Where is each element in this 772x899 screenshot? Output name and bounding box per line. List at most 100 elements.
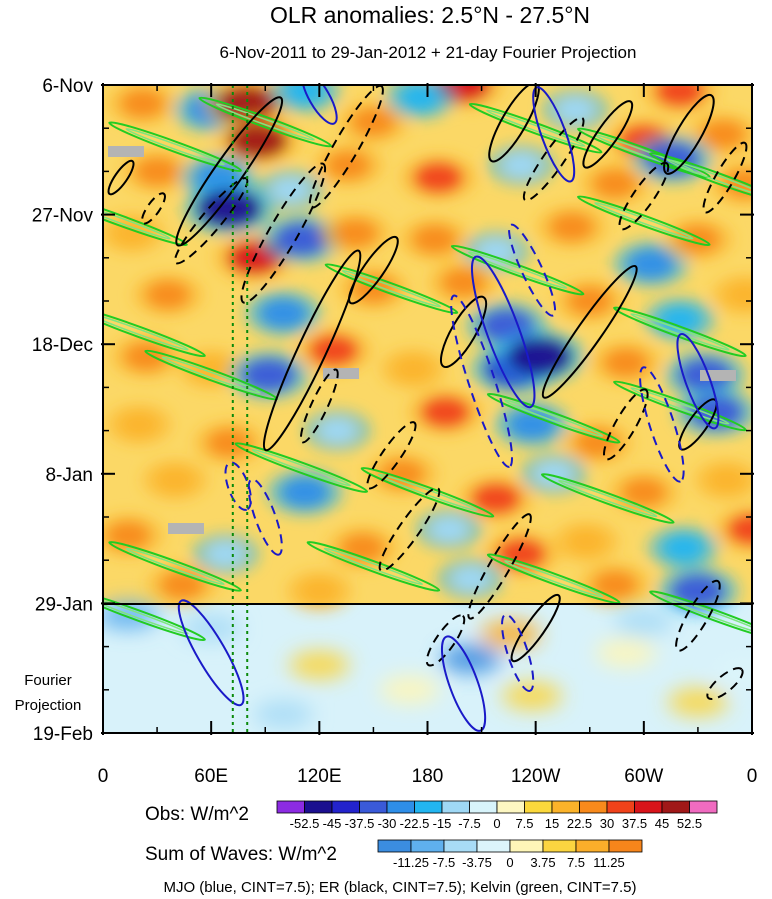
kelvin-contour-inner — [468, 251, 568, 289]
x-tick-label: 0 — [98, 766, 109, 787]
anomaly-cell — [471, 483, 521, 514]
anomaly-cell — [549, 212, 594, 241]
obs-colorbar-label: 45 — [655, 816, 669, 831]
anomaly-cell — [593, 169, 637, 198]
er-contour — [618, 161, 670, 231]
kelvin-contour-inner — [103, 597, 189, 635]
obs-colorbar-label: -7.5 — [458, 816, 480, 831]
obs-colorbar-label: 30 — [600, 816, 614, 831]
anomaly-cell — [271, 177, 310, 203]
mjo-contour — [301, 85, 338, 125]
reference-longitude-lines — [231, 85, 249, 733]
kelvin-contour-inner — [125, 128, 225, 166]
obs-colorbar-label: -22.5 — [400, 816, 430, 831]
er-contour — [706, 667, 744, 701]
waves-colorbar-swatch — [476, 839, 511, 853]
missing-data-patch — [323, 368, 359, 379]
anomaly-cell — [326, 151, 371, 180]
y-tick-label: 27-Nov — [32, 206, 94, 227]
er-contour — [663, 93, 715, 175]
anomaly-cell — [119, 411, 159, 438]
kelvin-contours — [103, 96, 752, 642]
x-tick-label: 180 — [412, 766, 444, 787]
projection-label-line-1: Fourier — [24, 672, 72, 689]
projection-cell — [714, 657, 752, 686]
chart-title: OLR anomalies: 2.5°N - 27.5°N — [270, 2, 590, 28]
kelvin-contour — [103, 195, 188, 247]
er-contour — [366, 421, 417, 490]
obs-colorbar-label: -37.5 — [345, 816, 375, 831]
anomaly-cell — [670, 574, 726, 608]
waves-colorbar-label: -3.75 — [462, 855, 492, 870]
obs-colorbar-label: 15 — [545, 816, 559, 831]
obs-colorbar-swatch — [661, 800, 690, 814]
er-contour — [425, 614, 466, 667]
missing-data-patch — [700, 370, 736, 381]
waves-colorbar-swatch — [443, 839, 478, 853]
projection-cell — [480, 620, 541, 649]
er-contours — [107, 85, 748, 701]
anomaly-cell — [124, 342, 169, 371]
x-tick-label: 60E — [194, 766, 228, 787]
anomaly-cell — [258, 297, 308, 329]
anomaly-cell — [340, 533, 385, 562]
kelvin-contour-inner — [323, 547, 424, 586]
kelvin-contour — [577, 127, 711, 179]
anomaly-cell — [228, 122, 288, 159]
er-contour — [541, 264, 638, 399]
waves-colorbar-title: Sum of Waves: W/m^2 — [145, 844, 337, 865]
y-tick-label: 29-Jan — [35, 594, 93, 615]
waves-colorbar-swatch — [542, 839, 577, 853]
waves-colorbar-swatch — [410, 839, 445, 853]
kelvin-contour-inner — [486, 109, 586, 147]
obs-colorbar-swatch — [551, 800, 580, 814]
er-contour — [582, 100, 634, 169]
obs-colorbar-swatch — [331, 800, 360, 814]
obs-colorbar-swatch — [524, 800, 553, 814]
kelvin-contour — [306, 540, 441, 592]
y-axis: 6-Nov 27-Nov 18-Dec 8-Jan 29-Jan 19-Feb — [32, 76, 754, 745]
projection-cell — [667, 688, 728, 717]
obs-colorbar-swatch — [304, 800, 333, 814]
er-contour — [299, 368, 339, 444]
mjo-contour — [440, 635, 487, 732]
obs-colorbar-swatch — [276, 800, 305, 814]
obs-colorbar-swatch — [414, 800, 443, 814]
anomaly-cell — [451, 566, 491, 592]
kelvin-contour — [360, 466, 495, 518]
mjo-contour — [177, 599, 245, 707]
mjo-contour — [450, 294, 514, 468]
kelvin-contour-inner — [161, 356, 261, 394]
missing-data-patch — [108, 146, 144, 157]
anomaly-cell — [207, 428, 252, 457]
er-contour — [467, 513, 532, 620]
obs-colorbar-swatch — [359, 800, 388, 814]
er-contour — [348, 235, 399, 305]
kelvin-contour — [108, 540, 242, 592]
anomaly-cell — [593, 570, 637, 599]
anomaly-cell — [707, 467, 747, 493]
anomaly-cell — [626, 248, 676, 280]
waves-colorbar: -11.25 -7.5 -3.75 0 3.75 7.5 11.25 — [377, 839, 643, 870]
er-contour — [522, 116, 585, 202]
obs-colorbar-label: -45 — [323, 816, 342, 831]
mjo-contour — [676, 333, 720, 430]
waves-colorbar-swatch — [575, 839, 610, 853]
obs-colorbar-swatch — [689, 800, 718, 814]
kelvin-contour — [540, 473, 675, 524]
kelvin-contour — [198, 96, 333, 148]
anomaly-cell — [120, 89, 165, 118]
obs-colorbar-swatch — [634, 800, 663, 814]
obs-colorbar-swatch — [386, 800, 415, 814]
obs-colorbar-swatch — [579, 800, 608, 814]
kelvin-contour-inner — [504, 399, 604, 437]
anomaly-cell — [412, 225, 457, 254]
projection-cell — [613, 607, 674, 636]
projection-cell — [440, 644, 501, 673]
kelvin-contour-inner — [103, 202, 171, 240]
obs-colorbar-label: -30 — [378, 816, 397, 831]
kelvin-contour — [486, 392, 621, 444]
x-tick-label: 60W — [624, 766, 663, 787]
anomaly-cell — [393, 356, 433, 382]
anomaly-cell — [280, 476, 330, 508]
